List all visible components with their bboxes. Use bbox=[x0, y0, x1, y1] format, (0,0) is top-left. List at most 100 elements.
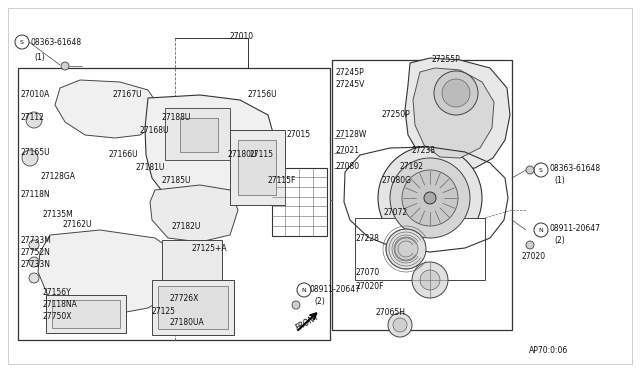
Text: 27250P: 27250P bbox=[382, 110, 411, 119]
Circle shape bbox=[29, 240, 39, 250]
Text: 27238: 27238 bbox=[412, 146, 436, 155]
Text: 27135M: 27135M bbox=[42, 210, 73, 219]
Text: 08363-61648: 08363-61648 bbox=[550, 164, 601, 173]
Text: 27080: 27080 bbox=[336, 162, 360, 171]
Text: 27245P: 27245P bbox=[336, 68, 365, 77]
Circle shape bbox=[526, 166, 534, 174]
Bar bbox=[165, 108, 230, 160]
Bar bbox=[332, 60, 512, 330]
Text: 27180U: 27180U bbox=[228, 150, 257, 159]
Text: N: N bbox=[301, 288, 307, 292]
Text: 27118N: 27118N bbox=[20, 190, 50, 199]
Text: 27125: 27125 bbox=[152, 307, 176, 316]
Text: (2): (2) bbox=[554, 236, 564, 245]
Text: 27185U: 27185U bbox=[162, 176, 191, 185]
Text: 27115F: 27115F bbox=[268, 176, 296, 185]
Text: 27072: 27072 bbox=[384, 208, 408, 217]
Bar bbox=[272, 168, 327, 236]
Bar bbox=[46, 295, 126, 333]
Text: 08363-61648: 08363-61648 bbox=[30, 38, 81, 46]
Text: 27182U: 27182U bbox=[172, 222, 202, 231]
Circle shape bbox=[393, 318, 407, 332]
Text: 27752N: 27752N bbox=[20, 248, 50, 257]
Text: N: N bbox=[539, 228, 543, 232]
Text: FRONT: FRONT bbox=[294, 312, 321, 333]
Circle shape bbox=[388, 313, 412, 337]
Text: 27128W: 27128W bbox=[336, 130, 367, 139]
Circle shape bbox=[526, 241, 534, 249]
Text: 27080G: 27080G bbox=[382, 176, 412, 185]
Circle shape bbox=[26, 112, 42, 128]
Text: 27020F: 27020F bbox=[356, 282, 385, 291]
Bar bbox=[355, 218, 485, 280]
Circle shape bbox=[534, 163, 548, 177]
Text: 27255P: 27255P bbox=[432, 55, 461, 64]
Circle shape bbox=[402, 170, 458, 226]
Polygon shape bbox=[413, 68, 494, 158]
Text: (1): (1) bbox=[34, 53, 45, 62]
Circle shape bbox=[29, 257, 39, 267]
Bar bbox=[180, 118, 218, 152]
Text: 27726X: 27726X bbox=[170, 294, 200, 303]
Bar bbox=[238, 140, 276, 195]
Text: 27750X: 27750X bbox=[42, 312, 72, 321]
Text: AP70:0:06: AP70:0:06 bbox=[529, 346, 568, 355]
Bar bbox=[162, 240, 222, 285]
Text: 27070: 27070 bbox=[356, 268, 380, 277]
Polygon shape bbox=[405, 58, 510, 170]
Text: 27733N: 27733N bbox=[20, 260, 50, 269]
Circle shape bbox=[61, 62, 69, 70]
Text: 27010: 27010 bbox=[230, 32, 254, 41]
Bar bbox=[230, 130, 285, 205]
Text: 27010A: 27010A bbox=[20, 90, 49, 99]
Bar bbox=[152, 280, 234, 335]
Text: 27192: 27192 bbox=[400, 162, 424, 171]
Text: 27245V: 27245V bbox=[336, 80, 365, 89]
Circle shape bbox=[394, 237, 418, 261]
Text: 08911-20647: 08911-20647 bbox=[310, 285, 361, 294]
Circle shape bbox=[29, 273, 39, 283]
Circle shape bbox=[297, 283, 311, 297]
Text: 27166U: 27166U bbox=[108, 150, 138, 159]
Circle shape bbox=[412, 262, 448, 298]
Bar bbox=[158, 286, 228, 329]
Text: 27020: 27020 bbox=[522, 252, 546, 261]
Circle shape bbox=[22, 150, 38, 166]
Text: 27021: 27021 bbox=[336, 146, 360, 155]
Text: 27181U: 27181U bbox=[136, 163, 165, 172]
Circle shape bbox=[390, 158, 470, 238]
Text: 27168U: 27168U bbox=[140, 126, 170, 135]
Circle shape bbox=[424, 192, 436, 204]
Text: 27188U: 27188U bbox=[162, 113, 191, 122]
Text: 27125+A: 27125+A bbox=[192, 244, 228, 253]
Text: 27228: 27228 bbox=[356, 234, 380, 243]
Bar bbox=[52, 300, 120, 328]
Text: 08911-20647: 08911-20647 bbox=[550, 224, 601, 233]
Text: S: S bbox=[539, 167, 543, 173]
Circle shape bbox=[434, 71, 478, 115]
Text: 27167U: 27167U bbox=[112, 90, 141, 99]
Circle shape bbox=[15, 35, 29, 49]
Circle shape bbox=[386, 229, 426, 269]
Text: 27128GA: 27128GA bbox=[40, 172, 75, 181]
Circle shape bbox=[292, 301, 300, 309]
Text: 27180UA: 27180UA bbox=[170, 318, 205, 327]
Polygon shape bbox=[145, 95, 275, 208]
Text: 27015: 27015 bbox=[287, 130, 311, 139]
Text: 27165U: 27165U bbox=[20, 148, 50, 157]
Circle shape bbox=[534, 223, 548, 237]
Text: (2): (2) bbox=[314, 297, 324, 306]
Circle shape bbox=[442, 79, 470, 107]
Text: 27156Y: 27156Y bbox=[42, 288, 71, 297]
Bar bbox=[18, 68, 330, 340]
Text: 27115: 27115 bbox=[250, 150, 274, 159]
Text: (1): (1) bbox=[554, 176, 564, 185]
Text: 27733M: 27733M bbox=[20, 236, 51, 245]
Polygon shape bbox=[55, 80, 158, 138]
Text: 27065H: 27065H bbox=[376, 308, 406, 317]
Text: 27112: 27112 bbox=[20, 113, 44, 122]
Text: 27156U: 27156U bbox=[248, 90, 278, 99]
Circle shape bbox=[420, 270, 440, 290]
Polygon shape bbox=[38, 230, 178, 315]
Text: S: S bbox=[20, 39, 24, 45]
